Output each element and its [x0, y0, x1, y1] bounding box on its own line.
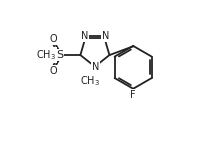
Text: F: F [130, 90, 136, 100]
Text: CH$_3$: CH$_3$ [36, 48, 56, 62]
Text: N: N [81, 31, 88, 41]
Text: S: S [56, 50, 63, 60]
Text: O: O [49, 34, 57, 44]
Text: N: N [102, 31, 109, 41]
Text: O: O [49, 66, 57, 76]
Text: CH$_3$: CH$_3$ [80, 74, 100, 88]
Text: N: N [92, 62, 99, 72]
